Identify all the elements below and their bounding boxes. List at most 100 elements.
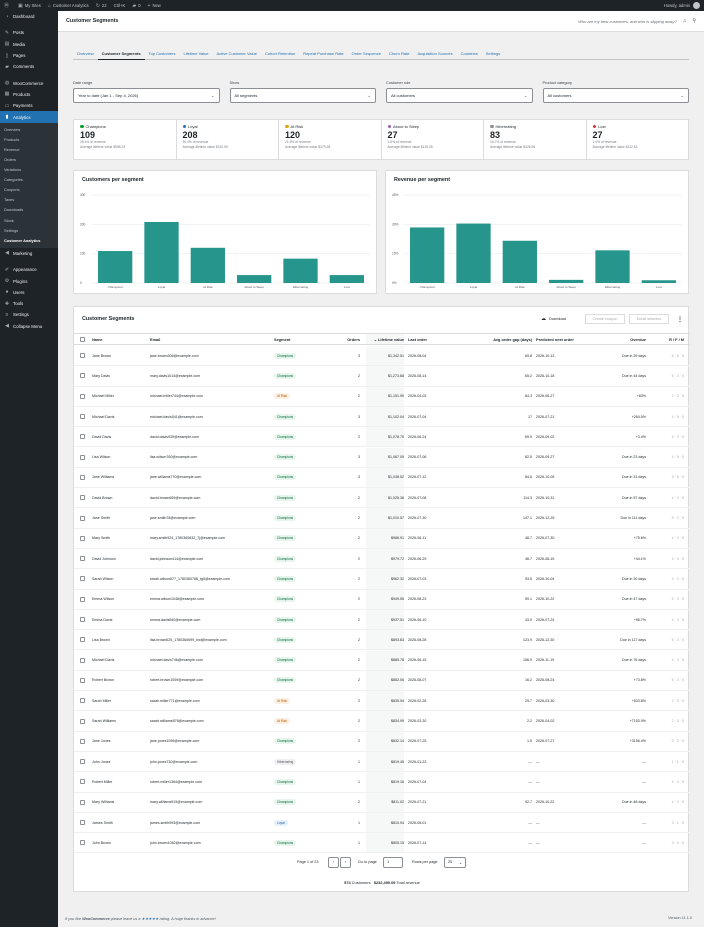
tab-customer-segments[interactable]: Customer Segments (97, 50, 145, 60)
submenu-item[interactable]: Downloads (4, 207, 24, 213)
column-header[interactable]: Last order (408, 334, 450, 344)
menu-item-collapse-menu[interactable]: ◀ Collapse Menu (0, 321, 58, 332)
footer-brand[interactable]: WooCommerce (82, 917, 110, 921)
table-row[interactable]: Sarah Miller sarah.miller771@example.com A… (74, 691, 690, 712)
table-row[interactable]: Emma Davis emma.davis540@example.com Champ… (74, 609, 690, 631)
bar[interactable] (549, 279, 584, 283)
cell-email[interactable]: lisa.wilson760@example.com (150, 448, 270, 467)
cell-name[interactable]: David Brown (92, 488, 150, 507)
more-options-icon[interactable]: ⋮ (677, 316, 683, 323)
menu-item-tools[interactable]: ✚ Tools (0, 298, 58, 309)
submenu-item[interactable]: Settings (4, 227, 19, 233)
row-checkbox[interactable] (80, 427, 88, 446)
bar[interactable] (595, 250, 630, 283)
row-checkbox[interactable] (80, 813, 88, 832)
menu-item-appearance[interactable]: ✐ Appearance (0, 264, 58, 275)
table-row[interactable]: Jane Jones jane.jones1095@example.com Cham… (74, 731, 690, 752)
table-row[interactable]: Sarah Williams sarah.williams876@example.… (74, 711, 690, 732)
email-selected-button[interactable]: Email selected (629, 314, 669, 324)
filter-select[interactable]: All customers ⌄ (386, 88, 533, 103)
table-row[interactable]: Robert Brown robert.brown1009@example.com… (74, 670, 690, 692)
column-header[interactable]: Predicted next order (536, 334, 596, 344)
segment-card[interactable]: Hibernating 83 16.7% of revenue Average lif… (484, 120, 587, 159)
row-checkbox[interactable] (80, 549, 88, 568)
cell-email[interactable]: robert.miller1364@example.com (150, 772, 270, 791)
bar[interactable] (190, 247, 225, 283)
row-checkbox[interactable] (80, 407, 88, 426)
menu-item-comments[interactable]: ▰ Comments (0, 61, 58, 72)
cell-email[interactable]: michael.miller744@example.com (150, 387, 270, 406)
table-row[interactable]: John Brown john.brown1082@example.com Cham… (74, 833, 690, 854)
cell-name[interactable]: Jane Jones (92, 732, 150, 751)
submenu-item[interactable]: Coupons (4, 187, 20, 193)
row-checkbox[interactable] (80, 630, 88, 649)
cell-name[interactable]: John Brown (92, 833, 150, 852)
bar[interactable] (410, 227, 445, 283)
column-header[interactable]: Email (150, 334, 270, 344)
updates-menu[interactable]: ↻ 22 (96, 3, 107, 9)
bar[interactable] (329, 275, 364, 283)
menu-item-woocommerce[interactable]: ◍ WooCommerce (0, 77, 58, 88)
cell-email[interactable]: david.davis939@example.com (150, 427, 270, 446)
submenu-item[interactable]: Taxes (4, 197, 15, 203)
cell-email[interactable]: mary.smith924_1780360832_7j@example.com (150, 529, 270, 548)
row-checkbox[interactable] (80, 590, 88, 609)
cell-name[interactable]: Jane Brown (92, 346, 150, 365)
row-checkbox[interactable] (80, 833, 88, 852)
submenu-item[interactable]: Categories (4, 177, 23, 183)
cell-name[interactable]: Sarah Williams (92, 711, 150, 730)
prev-page-button[interactable]: ‹ (328, 856, 339, 868)
submenu-item[interactable]: Customer Analytics (4, 237, 41, 243)
menu-item-marketing[interactable]: ◀ Marketing (0, 248, 58, 259)
tab-countries[interactable]: Countries (460, 51, 478, 56)
tab-cohort-retention[interactable]: Cohort Retention (264, 51, 296, 56)
cell-email[interactable]: emma.wilson1048@example.com (150, 590, 270, 609)
cell-email[interactable]: mary.davis1014@example.com (150, 366, 270, 385)
submenu-item[interactable]: Orders (4, 156, 16, 162)
command-palette-menu[interactable]: Ctrl+K (114, 3, 126, 8)
cell-email[interactable]: john.brown1082@example.com (150, 833, 270, 852)
table-row[interactable]: Sarah Wilson sarah.wilson877_1780360786_t… (74, 569, 690, 590)
table-row[interactable]: Michael Davis michael.davis541@example.co… (74, 406, 690, 428)
site-name-menu[interactable]: ⌂ Customer Analytics (48, 3, 89, 9)
tab-repeat-purchase-rate[interactable]: Repeat Purchase Rate (303, 51, 344, 56)
table-row[interactable]: Michael Miller michael.miller744@example.… (74, 386, 690, 407)
cell-email[interactable]: sarah.williams876@example.com (150, 711, 270, 730)
menu-item-pages[interactable]: ▯ Pages (0, 50, 58, 61)
next-page-button[interactable]: › (340, 856, 351, 868)
filter-select[interactable]: All segments ⌄ (229, 88, 376, 103)
tab-top-customers[interactable]: Top Customers (148, 51, 176, 56)
menu-item-analytics[interactable]: ▮ Analytics (0, 111, 58, 123)
row-checkbox[interactable] (80, 732, 88, 751)
filter-select[interactable]: Year to date (Jan 1 - Sep 4, 2026) ⌄ (73, 88, 220, 103)
row-checkbox[interactable] (80, 610, 88, 629)
account-menu[interactable]: Howdy, admin (664, 2, 700, 9)
cell-email[interactable]: james.smith993@example.com (150, 813, 270, 832)
row-checkbox[interactable] (80, 691, 88, 710)
menu-item-posts[interactable]: ✎ Posts (0, 27, 58, 38)
table-row[interactable]: Jane Smith jane.smith78@example.com Champi… (74, 508, 690, 529)
menu-item-products[interactable]: ▦ Products (0, 89, 58, 100)
row-checkbox[interactable] (80, 448, 88, 467)
cell-email[interactable]: michael.davis541@example.com (150, 407, 270, 426)
cell-email[interactable]: sarah.miller771@example.com (150, 691, 270, 710)
cell-name[interactable]: Emma Wilson (92, 590, 150, 609)
bar[interactable] (144, 221, 179, 283)
cell-name[interactable]: Mary Williams (92, 793, 150, 812)
table-row[interactable]: Mary Smith mary.smith924_1780360832_7j@ex… (74, 528, 690, 549)
cell-name[interactable]: Lisa Wilson (92, 448, 150, 467)
cell-email[interactable]: jane.brown306@example.com (150, 346, 270, 365)
tab-order-sequence[interactable]: Order Sequence (351, 51, 382, 56)
cell-name[interactable]: Robert Miller (92, 772, 150, 791)
row-checkbox[interactable] (80, 468, 88, 487)
cell-name[interactable]: Sarah Wilson (92, 569, 150, 588)
bar[interactable] (283, 258, 318, 283)
menu-item-plugins[interactable]: ⚙ Plugins (0, 275, 58, 286)
cell-name[interactable]: Mary Davis (92, 366, 150, 385)
cell-email[interactable]: jane.williams770@example.com (150, 468, 270, 487)
cell-name[interactable]: Mary Smith (92, 529, 150, 548)
tab-active-customer-value[interactable]: Active Customer Value (216, 51, 257, 56)
cell-email[interactable]: john.jones730@example.com (150, 752, 270, 771)
table-row[interactable]: James Smith james.smith993@example.com Loy… (74, 812, 690, 834)
submenu-item[interactable]: Variations (4, 167, 22, 173)
